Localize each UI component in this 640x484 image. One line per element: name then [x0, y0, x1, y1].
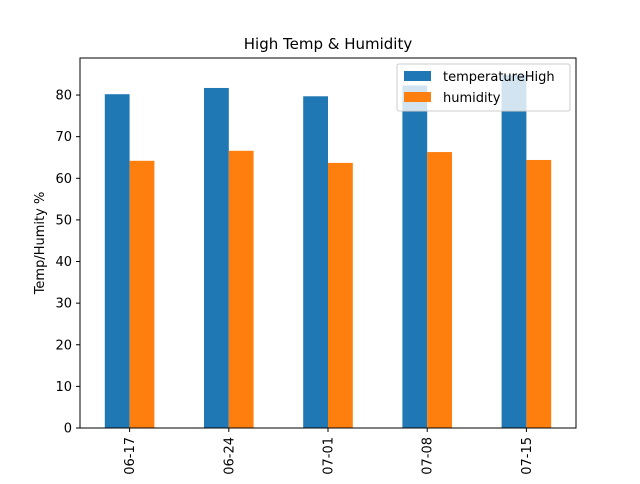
legend-swatch-temperatureHigh — [404, 71, 431, 81]
legend: temperatureHigh humidity — [396, 63, 571, 112]
legend-swatch-humidity — [404, 92, 431, 102]
bar-temperatureHigh-07-08 — [402, 85, 428, 428]
x-tick-label: 07-08 — [421, 437, 436, 475]
legend-box — [396, 63, 571, 112]
y-axis-ticks: 0 10 20 30 40 50 60 70 80 — [55, 89, 80, 437]
y-tick-label: 50 — [55, 213, 72, 228]
x-tick-label: 07-01 — [322, 437, 337, 475]
bar-humidity-07-01 — [328, 162, 353, 428]
bar-temperatureHigh-06-24 — [204, 87, 229, 428]
legend-label-temperatureHigh: temperatureHigh — [443, 70, 555, 85]
plot-area-frame — [79, 57, 577, 429]
legend-label-humidity: humidity — [443, 91, 501, 106]
y-tick-label: 20 — [55, 338, 72, 353]
x-tick-label: 06-17 — [123, 437, 138, 475]
bar-humidity-06-24 — [228, 150, 254, 428]
y-tick-label: 0 — [64, 422, 72, 437]
y-tick-label: 60 — [55, 172, 72, 187]
bar-humidity-07-15 — [526, 159, 552, 428]
bar-temperatureHigh-07-15 — [501, 75, 527, 428]
chart-title: High Temp & Humidity — [244, 35, 413, 53]
bar-temperatureHigh-07-01 — [303, 96, 328, 428]
bar-humidity-07-08 — [427, 152, 452, 428]
y-tick-label: 40 — [55, 255, 72, 270]
bar-temperatureHigh-06-17 — [104, 94, 130, 429]
bar-humidity-06-17 — [129, 160, 155, 429]
x-axis-ticks: 06-17 06-24 07-01 07-08 07-15 — [123, 428, 535, 475]
y-tick-label: 10 — [55, 380, 72, 395]
bars-group — [104, 75, 552, 429]
y-tick-label: 80 — [55, 89, 72, 104]
x-tick-label: 07-15 — [520, 437, 535, 475]
y-axis-label: Temp/Humity % — [33, 192, 48, 296]
x-tick-label: 06-24 — [222, 437, 237, 475]
y-tick-label: 70 — [55, 130, 72, 145]
y-tick-label: 30 — [55, 297, 72, 312]
